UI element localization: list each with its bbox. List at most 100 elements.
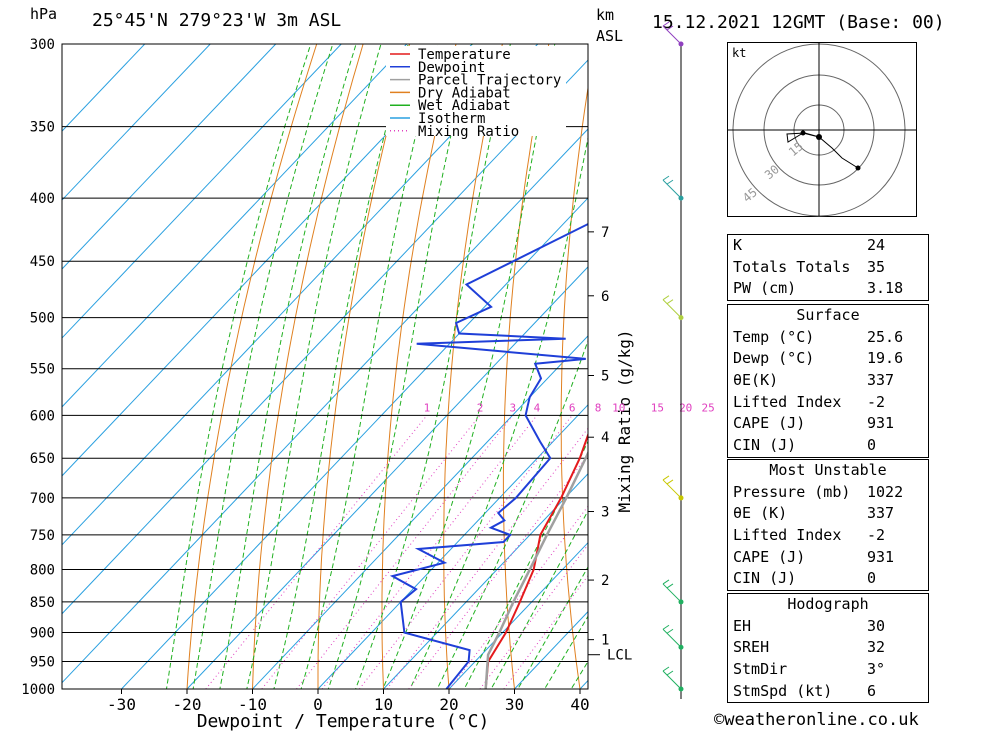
hodo-label: EH — [733, 616, 752, 635]
pressure-tick-label: 500 — [30, 311, 55, 327]
legend-label: Isotherm — [418, 111, 485, 127]
surface-label: Dewp (°C) — [733, 349, 815, 368]
mu-row: Pressure (mb) 1022 — [728, 482, 928, 504]
legend-box — [386, 46, 566, 136]
pressure-tick-label: 400 — [30, 191, 55, 207]
index-value: 3.18 — [867, 279, 904, 298]
index-row-k: K 24 — [728, 235, 928, 257]
x-tick-label: 40 — [570, 695, 589, 714]
isotherm-line — [62, 128, 588, 684]
pressure-tick-label: 350 — [30, 120, 55, 136]
surface-row: Dewp (°C) 19.6 — [728, 348, 928, 370]
mu-row: CIN (J) 0 — [728, 568, 928, 590]
hodo-value: 3° — [867, 660, 886, 679]
km-tick-label: 2 — [601, 573, 609, 589]
surface-value: 931 — [867, 414, 895, 433]
most-unstable-title: Most Unstable — [769, 461, 887, 479]
isotherm-line — [121, 197, 588, 689]
wind-barb — [662, 21, 682, 45]
km-tick-label: 7 — [601, 225, 609, 241]
indices-table: K 24 Totals Totals 35 PW (cm) 3.18 — [727, 234, 929, 302]
pressure-tick-label: 950 — [30, 655, 55, 671]
x-tick-label: 10 — [374, 695, 393, 714]
mu-value: 931 — [867, 547, 895, 566]
x-tick-label: -20 — [173, 695, 202, 714]
wet-adiabat-line — [544, 615, 588, 689]
hodograph-stats-title: Hodograph — [787, 595, 869, 613]
index-label: PW (cm) — [733, 279, 797, 298]
hodo-row: StmSpd (kt) 6 — [728, 681, 928, 703]
wet-adiabat-line — [165, 44, 312, 689]
surface-label: CIN (J) — [733, 436, 797, 455]
legend-label: Wet Adiabat — [418, 98, 511, 114]
km-tick-label: 4 — [601, 430, 609, 446]
dry-adiabat-line — [186, 44, 318, 689]
mixing-ratio-label: 10 — [612, 401, 625, 414]
wet-adiabat-line — [273, 44, 409, 689]
isotherm-line — [62, 44, 539, 546]
mu-value: 337 — [867, 504, 895, 523]
wet-adiabat-line — [219, 44, 357, 689]
hodo-row: SREH 32 — [728, 637, 928, 659]
mixing-ratio-axis-label: Mixing Ratio (g/kg) — [615, 329, 634, 512]
pressure-tick-label: 900 — [30, 626, 55, 642]
hodograph-unit: kt — [732, 46, 746, 60]
pressure-tick-label: 450 — [30, 254, 55, 270]
legend-label: Parcel Trajectory — [418, 73, 561, 89]
surface-row: θE(K) 337 — [728, 370, 928, 392]
wet-adiabat-line — [382, 44, 556, 689]
mixing-ratio-line — [296, 414, 514, 689]
mu-row: CAPE (J) 931 — [728, 547, 928, 569]
pressure-tick-label: 300 — [30, 37, 55, 53]
mu-value: -2 — [867, 526, 886, 545]
wet-adiabat-line — [355, 44, 511, 689]
mu-row: θE (K) 337 — [728, 503, 928, 525]
isotherm-line — [383, 473, 588, 689]
surface-value: 0 — [867, 436, 877, 455]
isotherm-line — [252, 335, 588, 689]
mixing-ratio-label: 4 — [534, 401, 541, 414]
series-dewpoint — [389, 222, 588, 689]
location-title: 25°45'N 279°23'W 3m ASL — [92, 10, 342, 31]
x-axis-label: Dewpoint / Temperature (°C) — [197, 711, 490, 732]
mu-value: 1022 — [867, 482, 904, 501]
mixing-ratio-label: 3 — [510, 401, 517, 414]
isotherm-line — [62, 44, 211, 201]
series-temperature — [484, 432, 588, 689]
legend-label: Mixing Ratio — [418, 124, 519, 140]
wet-adiabat-line — [192, 44, 334, 689]
wind-barb — [662, 175, 682, 199]
surface-row: CAPE (J) 931 — [728, 413, 928, 435]
surface-table: Surface Temp (°C) 25.6 Dewp (°C) 19.6 θE(K… — [727, 304, 929, 458]
surface-row: CIN (J) 0 — [728, 435, 928, 457]
footer-credit[interactable]: ©weatheronline.co.uk — [714, 710, 919, 730]
dry-adiabat-line — [671, 26, 717, 715]
x-tick-label: -10 — [238, 695, 267, 714]
legend-label: Temperature — [418, 47, 511, 63]
x-tick-label: 0 — [313, 695, 323, 714]
mu-row: Lifted Index -2 — [728, 525, 928, 547]
surface-row: Temp (°C) 25.6 — [728, 327, 928, 349]
index-row-totals: Totals Totals 35 — [728, 257, 928, 279]
mixing-ratio-label: 20 — [679, 401, 692, 414]
pressure-tick-label: 750 — [30, 528, 55, 544]
mu-label: θE (K) — [733, 504, 788, 523]
mu-label: Lifted Index — [733, 526, 842, 545]
pressure-tick-label: 650 — [30, 451, 55, 467]
mixing-ratio-label: 6 — [569, 401, 576, 414]
index-label: Totals Totals — [733, 257, 851, 276]
wind-barb — [662, 624, 682, 648]
isotherm-line — [62, 44, 277, 270]
pressure-tick-label: 850 — [30, 595, 55, 611]
isotherm-line — [62, 44, 146, 132]
x-tick-label: 30 — [505, 695, 524, 714]
index-value: 35 — [867, 257, 886, 276]
height-unit-label: km — [596, 6, 615, 24]
wet-adiabat-line — [246, 44, 382, 689]
mixing-ratio-label: 25 — [702, 401, 715, 414]
isotherm-line — [186, 266, 588, 689]
dry-adiabat-line — [443, 44, 503, 689]
surface-label: CAPE (J) — [733, 414, 806, 433]
index-row-pw: PW (cm) 3.18 — [728, 278, 928, 300]
dry-adiabat-line — [502, 44, 550, 689]
